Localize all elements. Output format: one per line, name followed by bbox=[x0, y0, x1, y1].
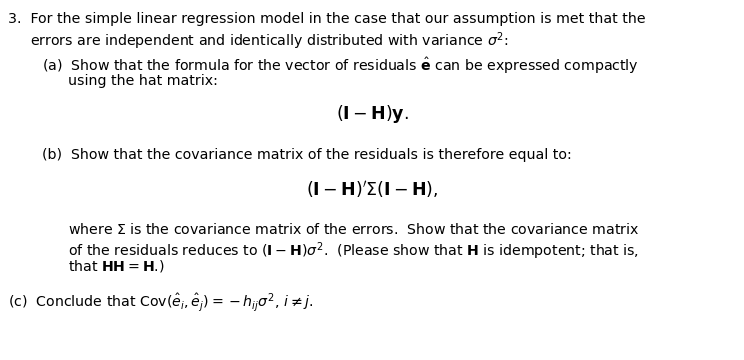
Text: 3.  For the simple linear regression model in the case that our assumption is me: 3. For the simple linear regression mode… bbox=[8, 12, 646, 26]
Text: errors are independent and identically distributed with variance $\sigma^2$:: errors are independent and identically d… bbox=[30, 30, 508, 51]
Text: where $\Sigma$ is the covariance matrix of the errors.  Show that the covariance: where $\Sigma$ is the covariance matrix … bbox=[68, 222, 639, 237]
Text: (c)  Conclude that $\mathrm{Cov}(\hat{e}_i, \hat{e}_j) = -h_{ij}\sigma^2,\, i \n: (c) Conclude that $\mathrm{Cov}(\hat{e}_… bbox=[8, 292, 314, 314]
Text: of the residuals reduces to $(\mathbf{I} - \mathbf{H})\sigma^2$.  (Please show t: of the residuals reduces to $(\mathbf{I}… bbox=[68, 240, 639, 262]
Text: (b)  Show that the covariance matrix of the residuals is therefore equal to:: (b) Show that the covariance matrix of t… bbox=[42, 148, 571, 162]
Text: (a)  Show that the formula for the vector of residuals $\hat{\mathbf{e}}$ can be: (a) Show that the formula for the vector… bbox=[42, 56, 639, 76]
Text: $(\mathbf{I} - \mathbf{H})\mathbf{y}$.: $(\mathbf{I} - \mathbf{H})\mathbf{y}$. bbox=[336, 103, 408, 125]
Text: that $\mathbf{HH} = \mathbf{H}$.): that $\mathbf{HH} = \mathbf{H}$.) bbox=[68, 258, 165, 274]
Text: $(\mathbf{I} - \mathbf{H})'\Sigma(\mathbf{I} - \mathbf{H}),$: $(\mathbf{I} - \mathbf{H})'\Sigma(\mathb… bbox=[306, 179, 438, 200]
Text: using the hat matrix:: using the hat matrix: bbox=[68, 74, 218, 88]
